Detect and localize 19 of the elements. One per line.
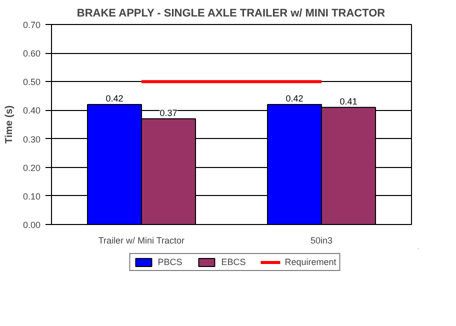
y-tick-label: 0.60 — [22, 48, 41, 59]
data-label: 0.42 — [106, 94, 124, 104]
y-tick-label: 0.30 — [22, 134, 41, 144]
x-tick-label: 50in3 — [310, 236, 333, 246]
y-tick-label: 0.00 — [22, 220, 41, 230]
y-tick-label: 0.10 — [22, 191, 41, 202]
data-label: 0.42 — [286, 94, 304, 104]
legend-label: PBCS — [158, 257, 182, 267]
legend-label: Requirement — [284, 257, 336, 267]
x-tick-label: Trailer w/ Mini Tractor — [98, 236, 185, 246]
y-tick-label: 0.70 — [22, 20, 41, 30]
legend-label: EBCS — [221, 257, 246, 267]
y-tick-label: 0.50 — [22, 77, 41, 88]
data-label: 0.37 — [160, 108, 178, 118]
data-label: 0.41 — [340, 96, 358, 106]
y-tick-label: 0.40 — [22, 106, 41, 116]
y-axis-title: Time (s) — [4, 105, 15, 144]
chart-title: BRAKE APPLY - SINGLE AXLE TRAILER w/ MINI TRACTOR — [76, 8, 386, 20]
y-tick-label: 0.20 — [22, 162, 41, 173]
